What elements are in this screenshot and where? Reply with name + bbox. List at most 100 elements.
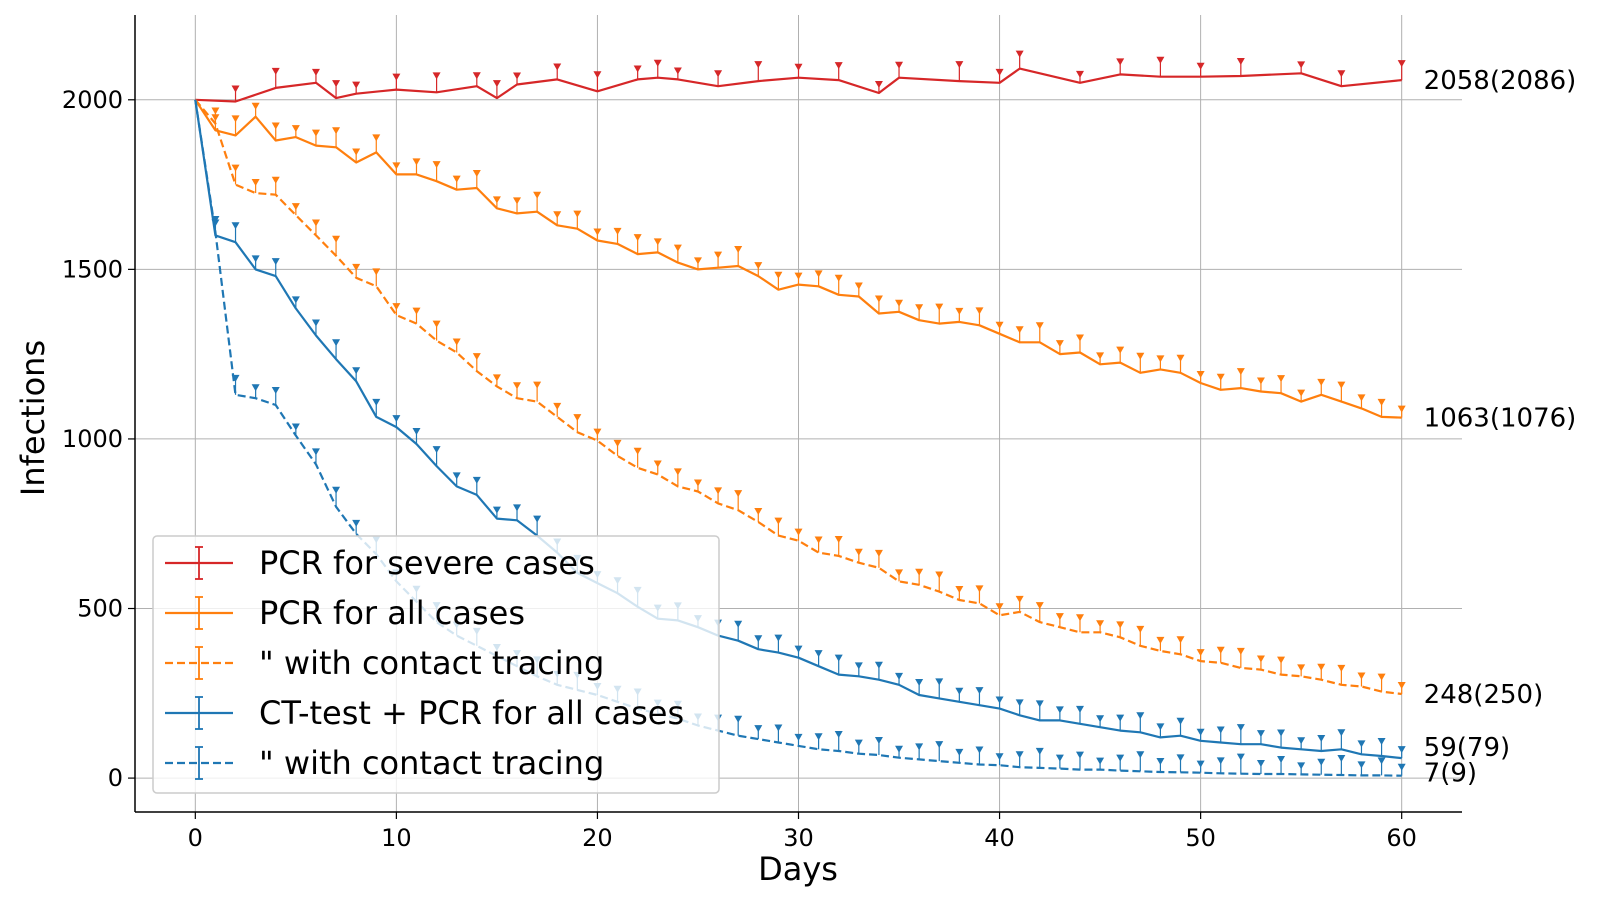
data-point: [915, 568, 924, 576]
data-point: [935, 571, 944, 579]
data-point: [1277, 729, 1286, 737]
data-point: [1176, 717, 1185, 725]
data-point: [895, 745, 904, 753]
x-tick-label: 0: [188, 824, 203, 852]
data-point: [1015, 50, 1024, 58]
tick-labels: 0 10 20 30 40 50 60 0 500 1000 1500 2000: [62, 86, 1417, 852]
legend-label: " with contact tracing: [259, 644, 604, 682]
data-point: [1216, 726, 1225, 734]
data-point: [211, 107, 220, 115]
data-point: [1116, 58, 1125, 66]
data-point: [915, 678, 924, 686]
data-point: [432, 446, 441, 454]
data-point: [633, 65, 642, 73]
data-point: [1156, 723, 1165, 731]
data-point: [1256, 760, 1265, 768]
data-point: [1035, 602, 1044, 610]
data-point: [291, 203, 300, 211]
legend-entry: CT-test + PCR for all cases: [165, 694, 684, 732]
data-point: [935, 678, 944, 686]
data-point: [1176, 754, 1185, 762]
data-point: [251, 384, 260, 392]
data-point: [754, 635, 763, 643]
data-point: [593, 71, 602, 79]
legend-entry: PCR for all cases: [165, 594, 525, 632]
data-point: [352, 263, 361, 271]
data-point: [1256, 655, 1265, 663]
data-point: [1377, 398, 1386, 406]
data-point: [754, 725, 763, 733]
data-point: [251, 179, 260, 187]
data-point: [472, 353, 481, 361]
data-point: [613, 227, 622, 235]
data-point: [1277, 375, 1286, 383]
data-point: [834, 274, 843, 282]
data-point: [1337, 664, 1346, 672]
x-tick-label: 10: [381, 824, 412, 852]
data-point: [995, 696, 1004, 704]
data-point: [231, 222, 240, 230]
data-point: [1377, 673, 1386, 681]
series-end-label: 2058(2086): [1424, 66, 1577, 96]
data-point: [472, 476, 481, 484]
data-point: [492, 80, 501, 88]
series-line: [194, 99, 1402, 760]
series-2: [194, 99, 1406, 696]
data-point: [814, 650, 823, 658]
data-point: [754, 262, 763, 270]
x-tick-label: 40: [984, 824, 1015, 852]
data-point: [854, 282, 863, 290]
data-point: [874, 81, 883, 89]
data-point: [1136, 625, 1145, 633]
data-point: [1035, 322, 1044, 330]
x-tick-label: 60: [1386, 824, 1417, 852]
data-point: [412, 428, 421, 436]
data-point: [834, 535, 843, 543]
data-point: [271, 122, 280, 130]
data-point: [794, 733, 803, 741]
data-point: [352, 367, 361, 375]
data-point: [734, 490, 743, 498]
data-point: [1397, 746, 1406, 754]
data-point: [593, 428, 602, 436]
data-point: [311, 219, 320, 227]
data-point: [231, 115, 240, 123]
data-point: [1075, 334, 1084, 342]
data-point: [291, 296, 300, 304]
data-point: [533, 515, 542, 523]
data-point: [372, 398, 381, 406]
data-point: [291, 125, 300, 133]
data-point: [271, 387, 280, 395]
data-point: [251, 102, 260, 110]
data-point: [1236, 368, 1245, 376]
data-point: [372, 268, 381, 276]
y-tick-label: 1500: [62, 255, 123, 283]
data-point: [1156, 757, 1165, 765]
end-labels: 2058(2086) 1063(1076) 248(250) 59(79)7(9): [1424, 66, 1577, 789]
data-point: [794, 645, 803, 653]
data-point: [1136, 751, 1145, 759]
legend-label: CT-test + PCR for all cases: [259, 694, 684, 732]
data-point: [854, 739, 863, 747]
data-point: [734, 620, 743, 628]
data-point: [332, 127, 341, 135]
data-point: [714, 70, 723, 78]
data-point: [1337, 729, 1346, 737]
data-point: [1397, 405, 1406, 413]
data-point: [533, 381, 542, 389]
data-point: [734, 715, 743, 723]
data-point: [1236, 58, 1245, 66]
data-point: [955, 307, 964, 315]
data-point: [432, 72, 441, 80]
data-point: [1297, 737, 1306, 745]
data-point: [211, 216, 220, 224]
data-point: [1156, 355, 1165, 363]
data-point: [1136, 352, 1145, 360]
data-point: [834, 62, 843, 70]
data-point: [271, 258, 280, 266]
data-point: [935, 303, 944, 311]
data-point: [1096, 757, 1105, 765]
data-point: [1116, 714, 1125, 722]
series-end-label: 59(79): [1424, 733, 1510, 763]
